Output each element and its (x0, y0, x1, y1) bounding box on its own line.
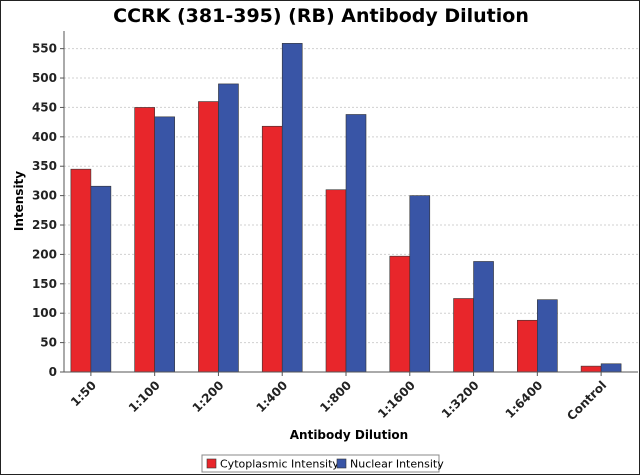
legend-label: Nuclear Intensity (350, 458, 444, 471)
axes (60, 31, 638, 376)
y-tick-label: 200 (32, 247, 57, 261)
y-tick-label: 0 (49, 365, 57, 379)
y-tick-label: 100 (32, 306, 57, 320)
y-tick-label: 250 (32, 218, 57, 232)
bar-cytoplasmic (70, 168, 92, 373)
x-tick-label: 1:50 (68, 378, 99, 409)
x-tick-label: 1:400 (253, 378, 290, 415)
legend: Cytoplasmic Intensity Nuclear Intensity (201, 454, 444, 473)
y-tick-label: 150 (32, 277, 57, 291)
x-tick-labels: 1:50 1:100 1:200 1:400 1:800 1:1600 1:3200 1:64… (68, 378, 609, 423)
bar-nuclear (218, 83, 239, 373)
legend-box (201, 454, 440, 473)
bar-cytoplasmic (261, 125, 283, 373)
y-tick-label: 400 (32, 130, 57, 144)
bar-nuclear (409, 195, 431, 373)
x-tick-label: Control (564, 378, 609, 423)
y-tick-label: 500 (32, 71, 57, 85)
y-tick-label: 300 (32, 189, 57, 203)
bar-cytoplasmic (453, 298, 474, 373)
bar-cytoplasmic (389, 255, 411, 373)
x-tick-label: 1:100 (126, 378, 163, 415)
bar-nuclear (473, 261, 494, 373)
x-tick-label: 1:6400 (503, 378, 546, 421)
bar-nuclear (600, 363, 622, 373)
y-tick-labels: 0 50 100 150 200 250 300 350 400 450 500 550 (32, 42, 57, 379)
x-axis-label: Antibody Dilution (290, 428, 408, 442)
bar-nuclear (281, 43, 303, 373)
bar-cytoplasmic (517, 319, 538, 373)
bar-nuclear (90, 185, 112, 373)
chart-title: CCRK (381-395) (RB) Antibody Dilution (113, 5, 529, 27)
y-tick-label: 350 (32, 159, 57, 173)
bar-nuclear (537, 299, 558, 373)
y-tick-label: 550 (32, 42, 57, 56)
y-tick-label: 50 (40, 336, 57, 350)
bar-cytoplasmic (325, 189, 347, 373)
bars (70, 43, 622, 373)
bar-cytoplasmic (198, 101, 219, 373)
x-tick-label: 1:200 (190, 378, 227, 415)
x-tick-label: 1:800 (317, 378, 354, 415)
y-axis-label: Intensity (12, 171, 26, 231)
bar-nuclear (154, 116, 175, 373)
bar-cytoplasmic (580, 365, 602, 373)
y-tick-label: 450 (32, 100, 57, 114)
bar-cytoplasmic (134, 107, 155, 373)
x-tick-label: 1:1600 (375, 378, 418, 421)
legend-label: Cytoplasmic Intensity (220, 458, 339, 471)
bar-nuclear (345, 114, 367, 373)
legend-swatch (206, 458, 217, 469)
legend-swatch (336, 458, 347, 469)
x-tick-label: 1:3200 (439, 378, 482, 421)
